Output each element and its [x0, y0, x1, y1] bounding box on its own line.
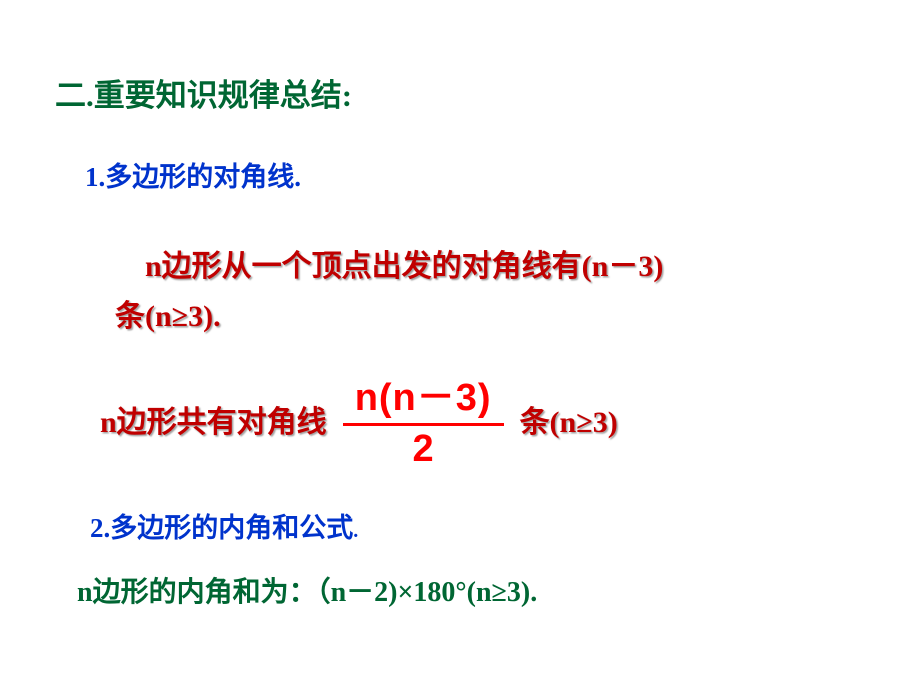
section-title: 二.重要知识规律总结:: [55, 70, 865, 115]
slide-container: 二.重要知识规律总结: 1.多边形的对角线. n边形从一个顶点出发的对角线有(n…: [0, 0, 920, 690]
subheading-2: 2.多边形的内角和公式.: [90, 506, 865, 545]
subheading-1: 1.多边形的对角线.: [85, 155, 865, 194]
rule-1-text: n边形从一个顶点出发的对角线有(n－3) 条(n≥3).: [115, 242, 865, 341]
interior-angle-formula: n边形的内角和为：（n－2)×180°(n≥3).: [77, 570, 865, 610]
subheading-2-main: 2.多边形的内角和公式: [90, 513, 353, 543]
subheading-2-period: .: [353, 520, 358, 542]
formula-suffix: 条(n≥3): [520, 397, 618, 441]
rule-1-line-1: n边形从一个顶点出发的对角线有(n－3): [145, 250, 663, 283]
fraction-container: n(n－3) 2: [343, 366, 504, 471]
fraction-denominator: 2: [413, 426, 434, 471]
rule-1-line-2: 条(n≥3).: [115, 300, 221, 333]
fraction-numerator: n(n－3): [343, 366, 504, 423]
formula-prefix: n边形共有对角线: [100, 397, 327, 441]
formula-line: n边形共有对角线 n(n－3) 2 条(n≥3): [100, 366, 865, 471]
